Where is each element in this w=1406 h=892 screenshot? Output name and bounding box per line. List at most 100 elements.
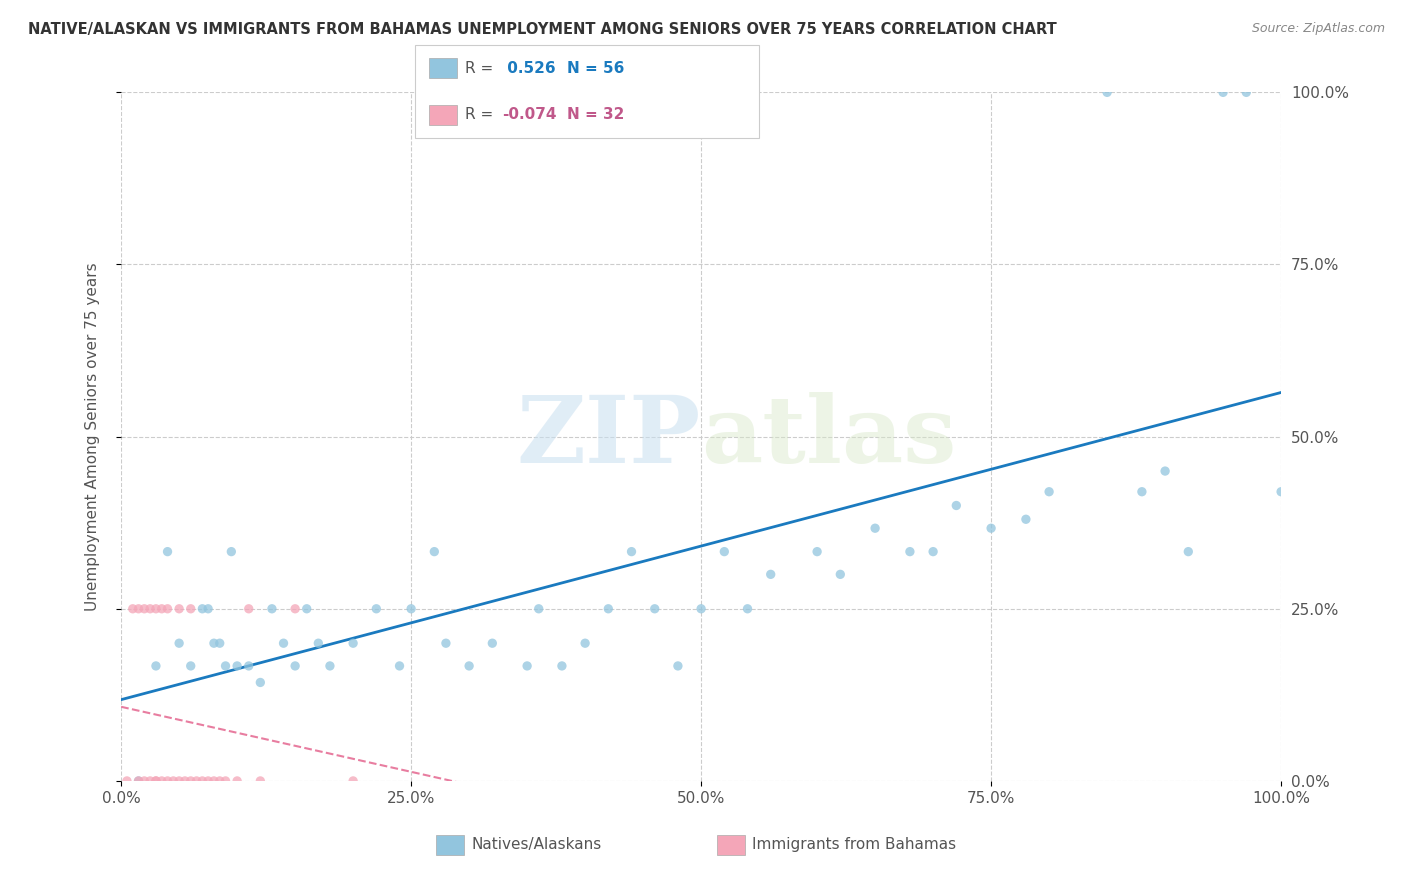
Point	[1154, 464, 1177, 478]
Point	[319, 659, 342, 673]
Text: atlas: atlas	[702, 392, 956, 482]
Point	[1212, 86, 1234, 100]
Point	[128, 773, 150, 788]
Point	[128, 773, 150, 788]
Point	[806, 544, 828, 558]
Point	[1130, 484, 1153, 499]
Text: R =: R =	[465, 61, 499, 76]
Text: NATIVE/ALASKAN VS IMMIGRANTS FROM BAHAMAS UNEMPLOYMENT AMONG SENIORS OVER 75 YEA: NATIVE/ALASKAN VS IMMIGRANTS FROM BAHAMA…	[28, 22, 1057, 37]
Point	[388, 659, 411, 673]
Point	[156, 601, 179, 615]
Point	[1015, 512, 1038, 526]
Point	[167, 636, 190, 650]
Point	[208, 773, 231, 788]
Point	[128, 601, 150, 615]
Point	[115, 773, 138, 788]
Point	[551, 659, 574, 673]
Point	[342, 773, 364, 788]
Point	[307, 636, 329, 650]
Text: Source: ZipAtlas.com: Source: ZipAtlas.com	[1251, 22, 1385, 36]
Text: N = 56: N = 56	[567, 61, 624, 76]
Point	[295, 601, 318, 615]
Point	[980, 521, 1002, 535]
Point	[150, 601, 173, 615]
Point	[214, 773, 236, 788]
Point	[145, 601, 167, 615]
Point	[598, 601, 620, 615]
Point	[238, 601, 260, 615]
Point	[690, 601, 713, 615]
Point	[167, 601, 190, 615]
Point	[434, 636, 457, 650]
Point	[238, 659, 260, 673]
Point	[366, 601, 388, 615]
Point	[139, 773, 162, 788]
Point	[830, 567, 852, 582]
Point	[249, 773, 271, 788]
Text: R =: R =	[465, 107, 499, 122]
Point	[423, 544, 446, 558]
Point	[226, 659, 249, 673]
Point	[145, 773, 167, 788]
Point	[399, 601, 422, 615]
Point	[121, 601, 143, 615]
Point	[481, 636, 503, 650]
Point	[342, 636, 364, 650]
Point	[284, 659, 307, 673]
Point	[197, 601, 219, 615]
Point	[458, 659, 481, 673]
Point	[202, 636, 225, 650]
Point	[197, 773, 219, 788]
Point	[145, 773, 167, 788]
Point	[145, 659, 167, 673]
Point	[134, 773, 156, 788]
Text: Immigrants from Bahamas: Immigrants from Bahamas	[752, 838, 956, 852]
Point	[180, 659, 202, 673]
Point	[214, 659, 236, 673]
Point	[260, 601, 283, 615]
Point	[186, 773, 208, 788]
Point	[1270, 484, 1292, 499]
Point	[922, 544, 945, 558]
Text: 0.526: 0.526	[502, 61, 555, 76]
Text: ZIP: ZIP	[517, 392, 702, 482]
Point	[945, 499, 967, 513]
Point	[516, 659, 538, 673]
Point	[898, 544, 921, 558]
Point	[1177, 544, 1199, 558]
Y-axis label: Unemployment Among Seniors over 75 years: Unemployment Among Seniors over 75 years	[86, 262, 100, 611]
Point	[284, 601, 307, 615]
Point	[249, 675, 271, 690]
Point	[759, 567, 782, 582]
Point	[574, 636, 596, 650]
Point	[273, 636, 295, 650]
Point	[1234, 86, 1257, 100]
Point	[156, 773, 179, 788]
Text: -0.074: -0.074	[502, 107, 557, 122]
Text: Natives/Alaskans: Natives/Alaskans	[471, 838, 602, 852]
Point	[180, 601, 202, 615]
Point	[1095, 86, 1118, 100]
Point	[174, 773, 197, 788]
Point	[202, 773, 225, 788]
Point	[162, 773, 184, 788]
Point	[134, 601, 156, 615]
Point	[150, 773, 173, 788]
Point	[180, 773, 202, 788]
Point	[139, 601, 162, 615]
Point	[666, 659, 689, 673]
Point	[863, 521, 886, 535]
Point	[713, 544, 735, 558]
Point	[527, 601, 550, 615]
Point	[221, 544, 243, 558]
Point	[191, 773, 214, 788]
Point	[737, 601, 759, 615]
Point	[156, 544, 179, 558]
Point	[644, 601, 666, 615]
Point	[208, 636, 231, 650]
Point	[226, 773, 249, 788]
Point	[167, 773, 190, 788]
Point	[191, 601, 214, 615]
Text: N = 32: N = 32	[567, 107, 624, 122]
Point	[620, 544, 643, 558]
